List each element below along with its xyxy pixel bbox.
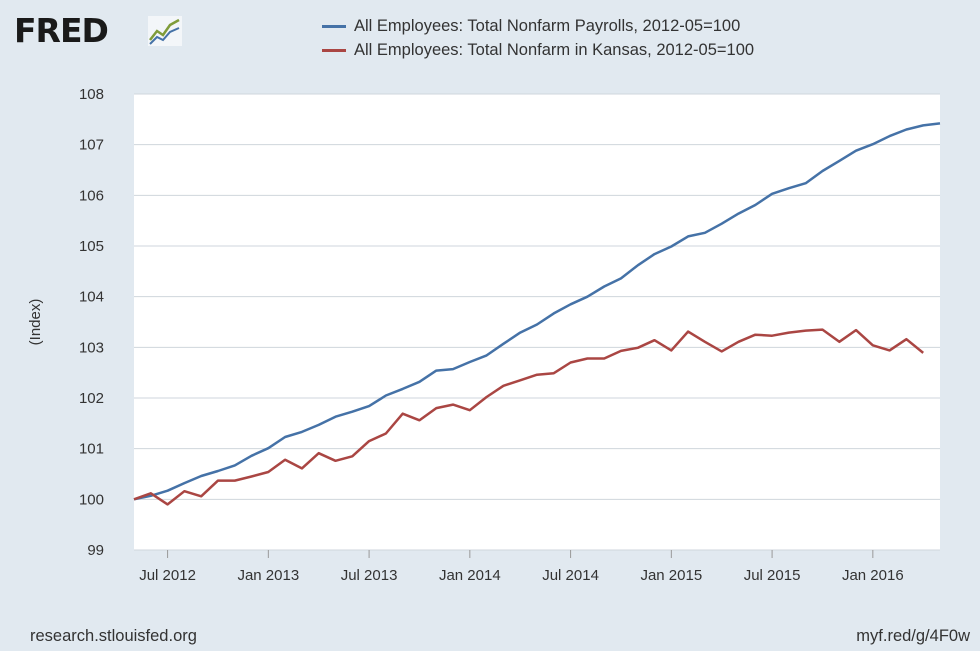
series-line-1[interactable] bbox=[133, 122, 941, 501]
y-tick-label: 103 bbox=[79, 339, 104, 356]
legend-swatch-series-1 bbox=[322, 24, 346, 28]
x-tick-label: Jan 2015 bbox=[640, 567, 702, 584]
chart-legend: All Employees: Total Nonfarm Payrolls, 2… bbox=[322, 14, 754, 62]
x-tick-label: Jul 2015 bbox=[744, 567, 801, 584]
y-tick-label: 101 bbox=[79, 441, 104, 458]
y-axis-label: (Index) bbox=[27, 299, 44, 346]
y-tick-label: 99 bbox=[87, 542, 104, 559]
legend-label-series-2: All Employees: Total Nonfarm in Kansas, … bbox=[354, 41, 755, 59]
line-chart: 99 100 101 102 103 104 105 106 107 108 Jul 2012 Ja… bbox=[27, 86, 941, 584]
series-line-2[interactable] bbox=[133, 328, 924, 506]
y-tick-label: 106 bbox=[79, 187, 104, 204]
x-tick-label: Jul 2013 bbox=[341, 567, 398, 584]
legend-label-series-1: All Employees: Total Nonfarm Payrolls, 2… bbox=[354, 17, 741, 35]
short-link[interactable]: myf.red/g/4F0w bbox=[856, 627, 970, 645]
gridlines bbox=[134, 93, 940, 551]
x-tick-label: Jan 2013 bbox=[237, 567, 299, 584]
series-lines bbox=[133, 122, 941, 506]
y-axis: 99 100 101 102 103 104 105 106 107 108 bbox=[79, 86, 104, 559]
legend-item-series-2[interactable]: All Employees: Total Nonfarm in Kansas, … bbox=[322, 38, 754, 62]
source-link[interactable]: research.stlouisfed.org bbox=[30, 627, 197, 645]
fred-graph-mark-icon bbox=[148, 16, 182, 46]
y-tick-label: 100 bbox=[79, 491, 104, 508]
y-tick-label: 107 bbox=[79, 137, 104, 154]
y-tick-label: 102 bbox=[79, 390, 104, 407]
plot-area bbox=[134, 94, 940, 550]
y-tick-label: 104 bbox=[79, 289, 104, 306]
legend-swatch-series-2 bbox=[322, 48, 346, 52]
x-tick-label: Jul 2012 bbox=[139, 567, 196, 584]
y-tick-label: 105 bbox=[79, 238, 104, 255]
fred-logo[interactable]: FRED bbox=[14, 10, 182, 52]
legend-item-series-1[interactable]: All Employees: Total Nonfarm Payrolls, 2… bbox=[322, 14, 754, 38]
x-tick-label: Jul 2014 bbox=[542, 567, 599, 584]
x-tick-label: Jan 2016 bbox=[842, 567, 904, 584]
x-tick-label: Jan 2014 bbox=[439, 567, 501, 584]
x-axis: Jul 2012 Jan 2013 Jul 2013 Jan 2014 Jul 2014… bbox=[139, 550, 904, 584]
logo-text: FRED bbox=[14, 11, 109, 50]
y-tick-label: 108 bbox=[79, 86, 104, 103]
